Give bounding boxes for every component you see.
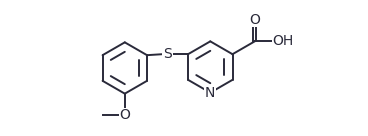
Text: OH: OH (272, 34, 293, 48)
Text: N: N (205, 86, 216, 100)
Text: S: S (163, 47, 172, 61)
Text: O: O (249, 13, 260, 27)
Text: O: O (119, 109, 130, 122)
